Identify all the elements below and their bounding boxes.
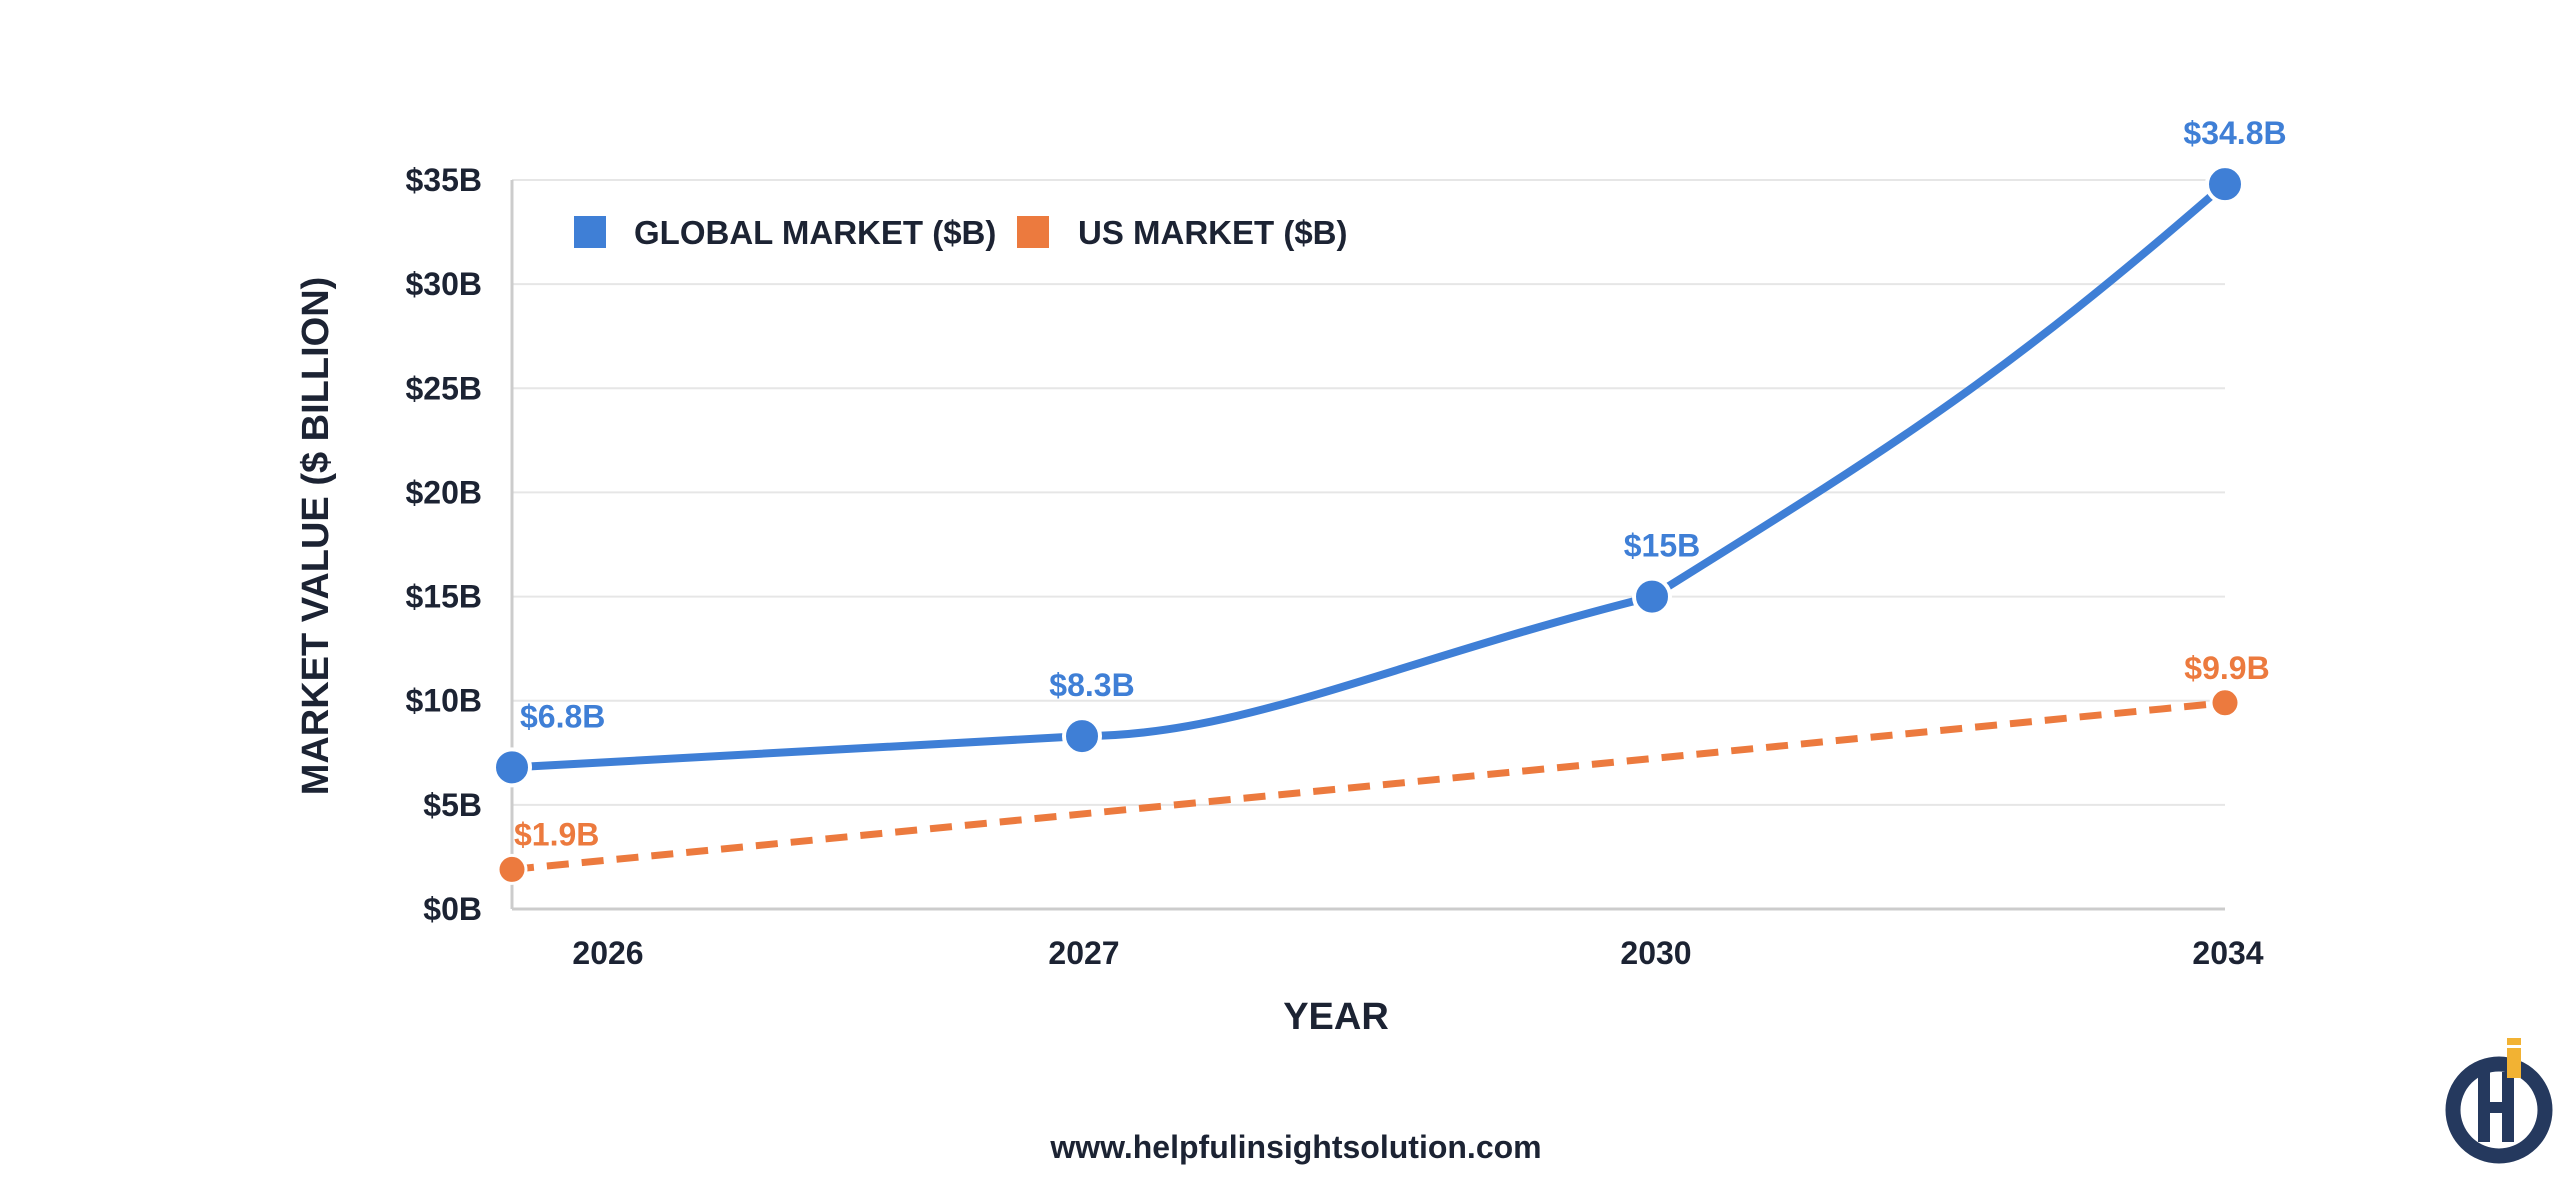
- y-tick-label: $20B: [406, 474, 483, 510]
- series-points: [492, 164, 2245, 885]
- y-tick-label: $15B: [406, 579, 483, 615]
- x-axis-tick-labels: 2026 2027 2030 2034: [572, 935, 2263, 971]
- y-tick-label: $25B: [406, 370, 483, 406]
- point-us-market: [2209, 687, 2241, 719]
- data-label-global-market: $34.8B: [2183, 115, 2286, 151]
- series-line-global-market: [508, 180, 2229, 772]
- helpful-insight-logo-icon: [2445, 1038, 2553, 1164]
- footer-url: www.helpfulinsightsolution.com: [1049, 1129, 1541, 1165]
- legend-label-us-market: US MARKET ($B): [1078, 214, 1348, 251]
- x-axis-title: YEAR: [1283, 996, 1389, 1038]
- y-tick-label: $5B: [423, 787, 482, 823]
- point-global-market: [492, 747, 532, 788]
- y-axis-tick-labels: $0B $5B $10B $15B $20B $25B $30B $35B: [406, 162, 483, 927]
- grid-lines: [512, 179, 2225, 806]
- legend-swatch-global-market: [574, 216, 606, 248]
- point-global-market: [1062, 716, 1102, 757]
- data-labels: $6.8B $8.3B $15B $34.8B $1.9B $9.9B: [514, 115, 2287, 852]
- data-label-global-market: $15B: [1624, 528, 1701, 564]
- data-label-global-market: $8.3B: [1049, 667, 1134, 703]
- point-us-market: [496, 853, 528, 885]
- point-global-market: [2205, 164, 2245, 205]
- point-global-market: [1632, 576, 1672, 617]
- y-tick-label: $10B: [406, 683, 483, 719]
- y-axis-title: MARKET VALUE ($ BILLION): [295, 277, 337, 796]
- y-tick-label: $0B: [423, 891, 482, 927]
- y-tick-label: $30B: [406, 266, 483, 302]
- legend: GLOBAL MARKET ($B) US MARKET ($B): [574, 214, 1348, 251]
- data-label-global-market: $6.8B: [520, 698, 605, 734]
- x-tick-label: 2034: [2192, 935, 2263, 971]
- series-line-us-market: [511, 699, 2226, 873]
- data-label-us-market: $1.9B: [514, 816, 599, 852]
- legend-swatch-us-market: [1017, 216, 1049, 248]
- x-tick-label: 2030: [1620, 935, 1691, 971]
- x-tick-label: 2026: [572, 935, 643, 971]
- legend-label-global-market: GLOBAL MARKET ($B): [634, 214, 996, 251]
- x-tick-label: 2027: [1048, 935, 1119, 971]
- y-tick-label: $35B: [406, 162, 483, 198]
- data-label-us-market: $9.9B: [2184, 650, 2269, 686]
- series-lines: [508, 180, 2229, 873]
